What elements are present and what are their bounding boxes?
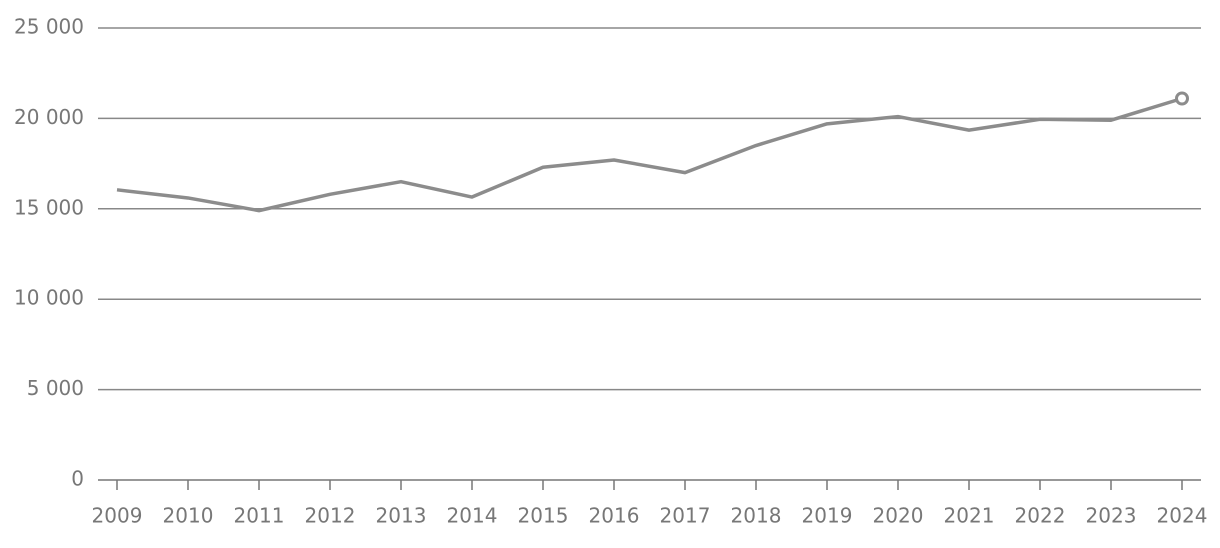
y-tick-label: 25 000 — [14, 15, 84, 39]
last-point-marker — [1175, 91, 1189, 106]
x-tick-label: 2023 — [1086, 504, 1137, 528]
x-tick-label: 2018 — [731, 504, 782, 528]
x-tick-label: 2017 — [660, 504, 711, 528]
y-tick-label: 10 000 — [14, 286, 84, 310]
x-tick-label: 2009 — [92, 504, 143, 528]
x-tick-label: 2010 — [163, 504, 214, 528]
y-tick-label: 15 000 — [14, 195, 84, 219]
y-tick-label: 5 000 — [27, 376, 84, 400]
x-tick-label: 2016 — [589, 504, 640, 528]
x-tick-label: 2013 — [376, 504, 427, 528]
x-tick-label: 2020 — [873, 504, 924, 528]
x-tick-label: 2015 — [518, 504, 569, 528]
x-tick-label: 2014 — [447, 504, 498, 528]
x-tick-label: 2024 — [1157, 504, 1208, 528]
y-tick-label: 0 — [71, 467, 84, 491]
x-tick-label: 2011 — [234, 504, 285, 528]
x-tick-label: 2021 — [944, 504, 995, 528]
x-tick-label: 2019 — [802, 504, 853, 528]
data-line — [116, 96, 1183, 213]
y-tick-label: 20 000 — [14, 105, 84, 129]
x-tick-label: 2012 — [305, 504, 356, 528]
x-tick-label: 2022 — [1015, 504, 1066, 528]
